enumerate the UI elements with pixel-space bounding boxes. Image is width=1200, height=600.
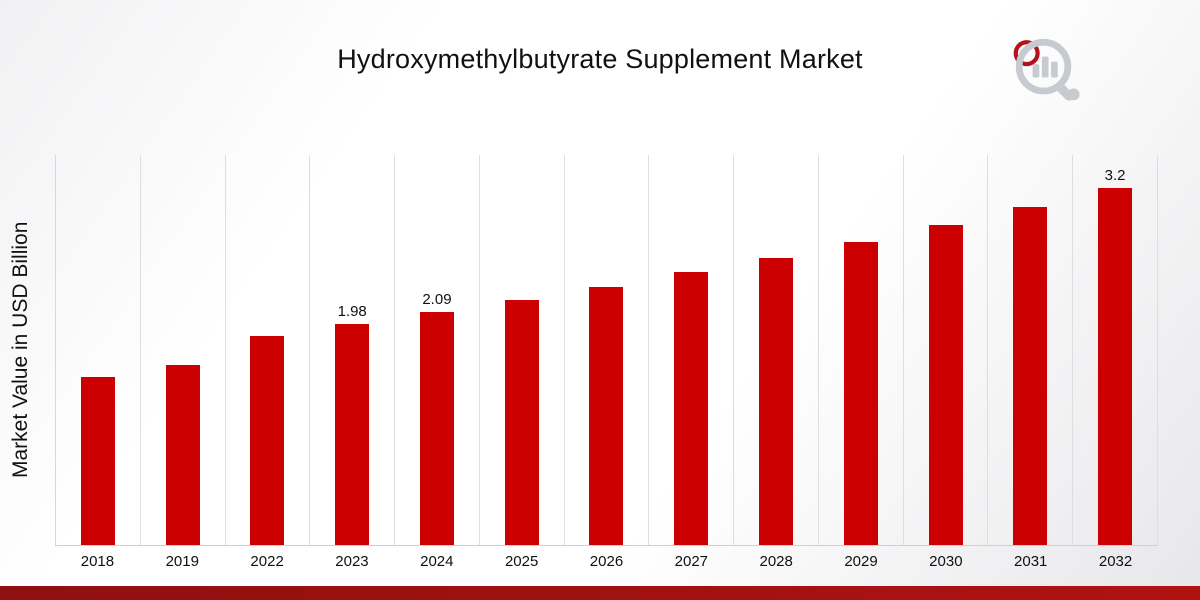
bar-2023: [335, 324, 370, 545]
x-tick-2023: 2023: [335, 553, 369, 570]
chart-column: [141, 155, 226, 545]
x-tick-2018: 2018: [80, 553, 115, 570]
chart-title: Hydroxymethylbutyrate Supplement Market: [337, 44, 863, 74]
x-axis-ticks: 2018 2019 2022 2023 2024 2025 2026 2027 2028 2029…: [55, 546, 1158, 576]
bar-2032: [1098, 188, 1133, 545]
chart-column: [56, 155, 141, 545]
x-tick-2025: 2025: [504, 553, 539, 570]
chart-column: 3.2: [1073, 155, 1158, 545]
chart-column: [988, 155, 1074, 545]
plot-area: 1.98 2.09 3.2: [55, 155, 1158, 546]
bar-chart: 1.98 2.09 3.2 2018 2019 2022 2023 2024 2025 2026…: [55, 155, 1158, 576]
bar-2031: [1013, 207, 1048, 545]
chart-column: 2.09: [395, 155, 480, 545]
chart-column: [904, 155, 989, 545]
bar-2029: [843, 241, 878, 545]
chart-column: [226, 155, 311, 545]
bar-2028: [759, 257, 793, 545]
x-tick-2029: 2029: [844, 553, 878, 570]
bar-2022: [250, 335, 285, 545]
bar-2018: [80, 376, 115, 545]
x-tick-2031: 2031: [1014, 553, 1048, 570]
chart-column: [649, 155, 735, 545]
x-tick-2028: 2028: [759, 553, 793, 570]
chart-column: [819, 155, 904, 545]
x-tick-2027: 2027: [674, 553, 709, 570]
chart-column: [480, 155, 565, 545]
x-tick-2022: 2022: [250, 553, 284, 570]
bar-value-label: 3.2: [1104, 167, 1126, 185]
y-axis-label: Market Value in USD Billion: [9, 221, 32, 479]
x-tick-2032: 2032: [1098, 553, 1133, 570]
x-tick-2030: 2030: [929, 553, 963, 570]
bar-2025: [504, 299, 539, 545]
chart-column: [734, 155, 819, 545]
bottom-accent-bar: [0, 586, 1200, 600]
chart-column: 1.98: [310, 155, 396, 545]
x-tick-2019: 2019: [165, 553, 199, 570]
bar-value-label: 2.09: [422, 291, 452, 309]
x-tick-2026: 2026: [589, 553, 624, 570]
bar-2019: [165, 364, 200, 545]
chart-column: [565, 155, 650, 545]
bar-2030: [928, 225, 963, 545]
bar-2027: [674, 272, 709, 545]
bar-2026: [589, 286, 624, 545]
bar-2024: [419, 312, 454, 545]
bar-value-label: 1.98: [337, 303, 367, 321]
x-tick-2024: 2024: [420, 553, 454, 570]
bar-chart-magnifier-icon: [1013, 38, 1080, 101]
brand-logo: [1004, 28, 1088, 112]
